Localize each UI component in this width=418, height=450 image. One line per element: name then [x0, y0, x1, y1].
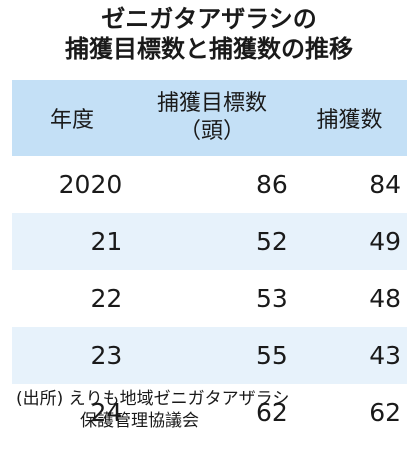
cell-target: 62 [255, 398, 288, 427]
source-line-2: 保護管理協議会 [80, 411, 199, 431]
header-target: 捕獲目標数 （頭） [132, 90, 292, 146]
cell-target: 86 [255, 170, 288, 199]
cell-target: 55 [255, 341, 288, 370]
cell-year: 21 [90, 227, 123, 256]
cell-caught: 43 [369, 341, 401, 370]
chart-title-line-1: ゼニガタアザラシの [101, 5, 317, 33]
cell-caught: 84 [369, 170, 401, 199]
header-year: 年度 [49, 108, 94, 133]
table-row: 2020 86 84 [12, 156, 407, 213]
source-line-1: (出所) えりも地域ゼニガタアザラシ [16, 389, 290, 409]
cell-target: 53 [255, 284, 288, 313]
cell-year: 23 [90, 341, 123, 370]
table-row: 22 53 48 [12, 270, 407, 327]
table-header-row: 年度 捕獲目標数 （頭） 捕獲数 [12, 80, 407, 156]
cell-caught: 48 [369, 284, 401, 313]
table-row: 21 52 49 [12, 213, 407, 270]
cell-year: 24 [90, 398, 123, 427]
cell-year: 2020 [58, 170, 123, 199]
chart-title-line-2: 捕獲目標数と捕獲数の推移 [65, 35, 353, 63]
data-table: 年度 捕獲目標数 （頭） 捕獲数 2020 86 84 21 52 49 22 … [12, 80, 407, 441]
source-note: (出所) えりも地域ゼニガタアザラシ 保護管理協議会 [16, 388, 411, 432]
header-target-label: 捕獲目標数 [156, 91, 267, 116]
header-target-unit: （頭） [178, 119, 245, 144]
table-row: 24 62 62 [12, 384, 407, 441]
chart-title: ゼニガタアザラシの 捕獲目標数と捕獲数の推移 [0, 4, 418, 64]
header-caught: 捕獲数 [316, 108, 383, 133]
cell-caught: 49 [369, 227, 401, 256]
table-row: 23 55 43 [12, 327, 407, 384]
cell-caught: 62 [369, 398, 401, 427]
cell-year: 22 [90, 284, 123, 313]
cell-target: 52 [255, 227, 288, 256]
